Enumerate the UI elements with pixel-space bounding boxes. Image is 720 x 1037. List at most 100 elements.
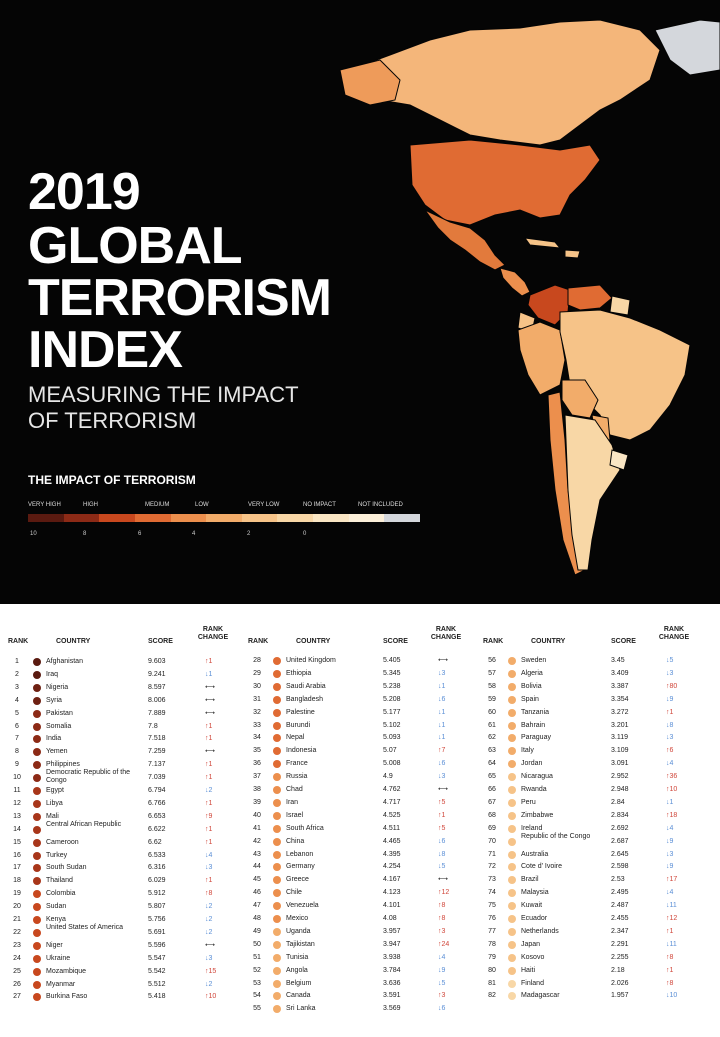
score-cell: 7.039	[148, 774, 166, 782]
table-row: 28 United Kingdom 5.405 ⟷	[248, 655, 478, 666]
rank-cell: 38	[253, 786, 261, 793]
rank-change-cell: ↓2	[205, 787, 213, 794]
score-cell: 4.465	[383, 837, 401, 845]
table-row: 2 Iraq 9.241 ↓1	[8, 669, 238, 680]
header-rank: RANK	[248, 638, 269, 645]
rank-change-cell: ↑6	[666, 747, 674, 755]
country-cell: Italy	[521, 747, 534, 755]
country-cell: Tajikistan	[286, 940, 315, 948]
table-row: 70 Republic of the Congo 2.687 ↓9	[483, 832, 713, 847]
rank-change-cell: ↓2	[205, 928, 213, 936]
rank-cell: 66	[488, 786, 496, 793]
rank-change-cell: ↓6	[438, 760, 446, 768]
score-cell: 6.653	[148, 812, 166, 820]
rank-change-cell: ↑5	[438, 798, 446, 806]
ranking-table: RANK COUNTRY SCORE RANK CHANGE RANK COUNTRY SCO…	[0, 604, 720, 1037]
rank-change-cell: ↓6	[438, 695, 446, 703]
impact-dot	[508, 786, 516, 794]
rank-cell: 3	[15, 683, 19, 691]
country-cell: Pakistan	[46, 709, 73, 717]
impact-dot	[508, 992, 516, 1001]
impact-dot	[273, 657, 281, 665]
impact-dot	[273, 682, 281, 691]
rank-cell: 9	[15, 761, 19, 769]
rank-change-cell: ↓3	[438, 773, 446, 781]
rank-cell: 77	[488, 927, 496, 935]
score-cell: 2.84	[611, 798, 625, 806]
country-cell: Zimbabwe	[521, 811, 554, 819]
score-cell: 2.952	[611, 773, 629, 781]
country-cell: Niger	[46, 941, 63, 949]
rank-change-cell: ⟷	[438, 786, 449, 793]
table-row: 27 Burkina Faso 5.418 ↑10	[8, 991, 238, 1002]
header-country: COUNTRY	[531, 638, 566, 645]
rank-cell: 32	[253, 708, 261, 716]
country-cell: Chile	[286, 889, 302, 897]
rank-cell: 45	[253, 876, 261, 884]
table-row: 58 Bolivia 3.387 ↑80	[483, 681, 713, 692]
legend-swatch	[28, 514, 64, 522]
table-row: 63 Italy 3.109 ↑6	[483, 745, 713, 756]
rank-change-cell: ↓4	[666, 760, 674, 768]
legend-color-scale	[28, 514, 421, 522]
rank-cell: 61	[488, 721, 496, 729]
score-cell: 6.766	[148, 799, 166, 807]
country-cell: Nigeria	[46, 683, 69, 691]
rank-cell: 17	[13, 864, 21, 872]
rank-cell: 34	[253, 734, 261, 742]
rank-change-cell: ↑80	[666, 682, 678, 690]
score-cell: 3.957	[383, 927, 401, 935]
score-cell: 5.093	[383, 734, 401, 742]
table-row: 59 Spain 3.354 ↓9	[483, 694, 713, 705]
score-cell: 4.762	[383, 786, 401, 793]
country-cell: Iraq	[46, 670, 59, 678]
header-rank-change-line1: RANK	[663, 626, 685, 633]
rank-change-cell: ↓3	[666, 850, 674, 858]
country-cell: Sudan	[46, 903, 67, 911]
rank-change-cell: ↑24	[438, 940, 450, 948]
table-row: 80 Haiti 2.18 ↑1	[483, 965, 713, 976]
country-cell: Philippines	[46, 761, 80, 769]
impact-dot	[33, 812, 41, 821]
score-cell: 3.119	[611, 734, 628, 742]
impact-dot	[33, 748, 41, 757]
rank-change-cell: ↓8	[438, 850, 446, 858]
table-row: 19 Colombia 5.912 ↑8	[8, 888, 238, 899]
table-row: 23 Niger 5.596 ⟷	[8, 940, 238, 951]
table-row: 37 Russia 4.9 ↓3	[248, 771, 478, 782]
country-cell: Republic of the Congo	[521, 832, 591, 840]
impact-dot	[508, 747, 516, 756]
score-cell: 4.101	[383, 902, 401, 910]
score-cell: 5.008	[383, 760, 401, 768]
rank-cell: 29	[253, 669, 261, 677]
rank-cell: 40	[253, 811, 261, 819]
country-cell: Indonesia	[286, 747, 317, 755]
rank-change-cell: ↑1	[205, 658, 213, 665]
score-cell: 4.123	[383, 889, 401, 897]
header-rank: RANK	[8, 638, 29, 645]
table-row: 67 Peru 2.84 ↓1	[483, 797, 713, 808]
country-cell: Sweden	[521, 657, 547, 664]
rank-cell: 1	[15, 658, 19, 665]
impact-dot	[273, 979, 281, 988]
rank-cell: 26	[13, 980, 21, 988]
score-cell: 5.102	[383, 721, 401, 729]
impact-dot	[33, 851, 41, 860]
score-cell: 8.006	[148, 696, 166, 704]
map-venezuela	[567, 284, 613, 311]
map-argentina	[564, 414, 621, 571]
impact-dot	[33, 928, 41, 937]
impact-dot	[508, 915, 516, 923]
rank-change-cell: ↑1	[666, 708, 674, 716]
impact-dot	[508, 708, 516, 717]
rank-cell: 53	[253, 979, 261, 987]
country-cell: Netherlands	[521, 927, 559, 935]
country-cell: Myanmar	[46, 980, 76, 988]
country-cell: Turkey	[46, 851, 68, 859]
impact-dot	[508, 773, 516, 782]
rank-cell: 18	[13, 877, 21, 885]
country-cell: Sri Lanka	[286, 1005, 316, 1013]
rank-cell: 28	[253, 657, 261, 664]
legend-label-not-included: NOT INCLUDED	[358, 502, 403, 508]
score-cell: 2.598	[611, 863, 629, 871]
